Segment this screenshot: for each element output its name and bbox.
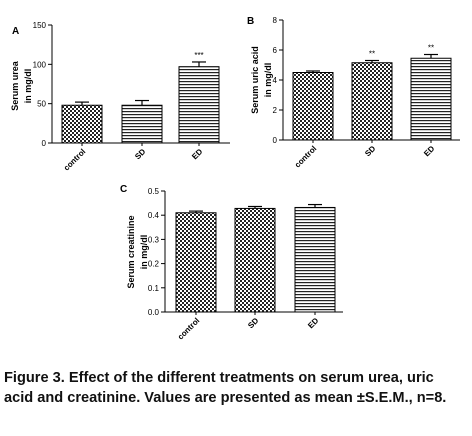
bar-control: [175, 212, 217, 313]
panel-letter: B: [247, 16, 254, 27]
x-tick-label-ed: ED: [306, 316, 320, 330]
panel-c-serum-creatinine: C 0.0 0.1 0.2 0.3 0.4 0.5 Serum creatinine in mg…: [120, 184, 343, 342]
significance-mark: **: [369, 50, 375, 59]
y-axis-label-line-2: in mg/dl: [263, 63, 273, 98]
y-tick-label: 2: [273, 106, 278, 115]
y-tick-label: 0.2: [148, 260, 160, 269]
y-tick-label: 150: [33, 21, 47, 30]
panel-a-serum-urea: A 0 50 100 150 Serum urea in mg/dl control SD ***…: [10, 21, 230, 173]
significance-mark: ***: [194, 51, 203, 60]
x-tick-label-ed: ED: [190, 147, 204, 161]
x-tick-label-control: control: [62, 147, 88, 173]
y-tick-label: 100: [33, 60, 47, 69]
bar-ed: [410, 57, 452, 141]
panel-letter: A: [12, 26, 19, 37]
y-tick-label: 0.0: [148, 308, 160, 317]
y-tick-label: 0.4: [148, 211, 160, 220]
y-axis-label-line-1: Serum uric acid: [250, 46, 260, 114]
x-tick-label-ed: ED: [422, 144, 436, 158]
bar-sd: [234, 207, 276, 313]
y-tick-label: 0: [273, 136, 278, 145]
y-tick-label: 0: [42, 139, 47, 148]
x-tick-label-sd: SD: [133, 147, 147, 161]
bar-ed: [178, 66, 220, 144]
y-axis-label-line-1: Serum urea: [10, 60, 20, 111]
y-tick-label: 0.1: [148, 284, 160, 293]
caption-line-2: acid and creatinine. Values are presente…: [4, 390, 447, 406]
bar-ed: [294, 206, 336, 313]
bar-control: [292, 72, 334, 141]
y-axis-label-line-2: in mg/dl: [139, 235, 149, 270]
x-tick-label-sd: SD: [246, 316, 260, 330]
panel-b-serum-uric-acid: B 0 2 4 6 8 Serum uric acid in mg/dl control ** SD…: [247, 16, 460, 170]
y-tick-label: 8: [273, 16, 278, 25]
bar-sd: [351, 62, 393, 141]
caption-line-1: Figure 3. Effect of the different treatm…: [4, 370, 434, 386]
x-tick-label-sd: SD: [363, 144, 377, 158]
figure-caption: Figure 3. Effect of the different treatm…: [4, 368, 470, 408]
panel-letter: C: [120, 184, 127, 195]
y-tick-label: 6: [273, 46, 278, 55]
x-tick-label-control: control: [293, 144, 319, 170]
bar-sd: [121, 104, 163, 144]
significance-mark: **: [428, 44, 434, 53]
y-tick-label: 0.5: [148, 187, 160, 196]
y-axis-label-line-2: in mg/dl: [23, 69, 33, 104]
x-tick-label-control: control: [176, 316, 202, 342]
y-axis-label-line-1: Serum creatinine: [126, 215, 136, 288]
y-tick-label: 4: [273, 76, 278, 85]
y-tick-label: 50: [37, 100, 46, 109]
y-tick-label: 0.3: [148, 235, 160, 244]
bar-control: [61, 104, 103, 144]
